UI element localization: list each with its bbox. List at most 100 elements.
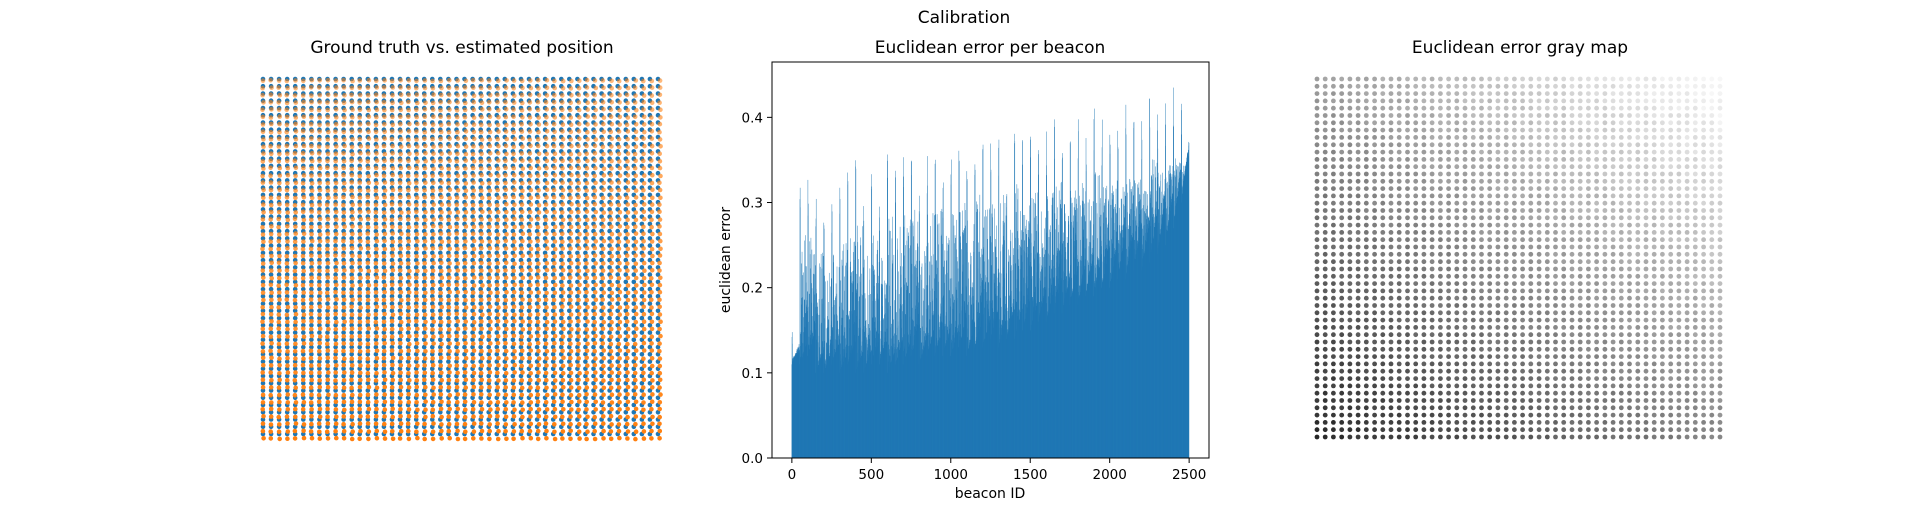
- estimated-point: [585, 341, 590, 347]
- estimated-point: [365, 246, 371, 251]
- estimated-point: [496, 326, 501, 331]
- estimated-point: [349, 158, 355, 164]
- estimated-point: [399, 210, 404, 215]
- estimated-point: [422, 78, 428, 83]
- estimated-point: [309, 77, 315, 83]
- estimated-point: [609, 319, 614, 325]
- estimated-point: [438, 253, 444, 259]
- ground-truth-point: [421, 366, 427, 372]
- estimated-point: [381, 319, 387, 325]
- estimated-point: [561, 326, 566, 332]
- ground-truth-point: [309, 330, 314, 335]
- estimated-point: [479, 348, 484, 354]
- estimated-point: [609, 355, 615, 361]
- estimated-point: [397, 224, 403, 230]
- estimated-point: [641, 304, 646, 310]
- estimated-point: [657, 370, 663, 376]
- estimated-point: [438, 108, 443, 113]
- estimated-point: [373, 122, 379, 128]
- estimated-point: [390, 172, 396, 178]
- estimated-point: [430, 129, 436, 134]
- estimated-point: [455, 173, 461, 178]
- estimated-point: [317, 429, 322, 435]
- ground-truth-point: [631, 337, 637, 343]
- ground-truth-point: [478, 344, 484, 350]
- estimated-point: [268, 165, 273, 171]
- estimated-point: [617, 122, 622, 127]
- estimated-point: [641, 414, 646, 420]
- estimated-point: [389, 297, 395, 302]
- estimated-point: [463, 276, 468, 281]
- estimated-point: [446, 421, 452, 427]
- ground-truth-point: [438, 294, 443, 299]
- estimated-point: [479, 275, 484, 281]
- estimated-point: [301, 165, 306, 171]
- estimated-point: [625, 202, 630, 207]
- ground-truth-point: [413, 337, 419, 343]
- ground-truth-point: [260, 330, 266, 335]
- estimated-point: [512, 319, 517, 324]
- estimated-point: [479, 166, 484, 171]
- estimated-point: [617, 305, 623, 310]
- ground-truth-point: [260, 323, 266, 328]
- ground-truth-point: [301, 323, 306, 328]
- estimated-point: [285, 239, 290, 244]
- estimated-point: [365, 275, 371, 280]
- estimated-point: [633, 173, 638, 178]
- ground-truth-point: [623, 243, 629, 248]
- estimated-point: [601, 210, 606, 215]
- estimated-point: [503, 275, 509, 281]
- estimated-point: [389, 348, 395, 353]
- estimated-point: [349, 275, 355, 281]
- estimated-point: [276, 195, 282, 200]
- estimated-point: [527, 129, 533, 134]
- estimated-point: [414, 290, 419, 296]
- estimated-point: [398, 421, 404, 426]
- ground-truth-point: [301, 330, 306, 335]
- estimated-point: [406, 107, 412, 113]
- estimated-point: [414, 312, 420, 318]
- estimated-point: [455, 275, 460, 281]
- ground-truth-point: [389, 323, 395, 328]
- estimated-point: [593, 333, 598, 339]
- estimated-point: [414, 297, 420, 302]
- ground-truth-point: [575, 301, 580, 306]
- ground-truth-point: [325, 243, 330, 248]
- estimated-point: [544, 290, 549, 296]
- estimated-point: [495, 385, 501, 390]
- estimated-point: [657, 85, 663, 90]
- estimated-point: [624, 319, 630, 324]
- estimated-point: [576, 268, 582, 274]
- estimated-point: [431, 180, 436, 186]
- estimated-point: [633, 348, 639, 353]
- estimated-point: [609, 260, 614, 266]
- estimated-point: [365, 159, 371, 164]
- ground-truth-point: [607, 286, 612, 292]
- estimated-point: [657, 165, 663, 171]
- estimated-point: [617, 407, 622, 412]
- estimated-point: [568, 195, 573, 200]
- estimated-point: [479, 100, 485, 105]
- estimated-point: [277, 356, 282, 362]
- estimated-point: [479, 77, 485, 83]
- ground-truth-point: [542, 330, 548, 335]
- estimated-point: [300, 406, 306, 412]
- estimated-point: [657, 137, 663, 142]
- estimated-point: [357, 356, 363, 361]
- estimated-point: [601, 406, 606, 412]
- estimated-point: [463, 129, 469, 134]
- estimated-point: [584, 421, 589, 427]
- estimated-point: [406, 319, 412, 324]
- estimated-point: [398, 239, 403, 244]
- ground-truth-point: [655, 308, 661, 314]
- estimated-point: [300, 202, 306, 208]
- estimated-point: [592, 421, 598, 427]
- estimated-point: [625, 348, 631, 354]
- estimated-point: [462, 414, 468, 420]
- estimated-point: [366, 121, 371, 127]
- ground-truth-point: [301, 286, 306, 292]
- ground-truth-point: [389, 286, 395, 292]
- estimated-point: [568, 217, 573, 222]
- estimated-point: [439, 85, 444, 91]
- estimated-point: [609, 100, 614, 105]
